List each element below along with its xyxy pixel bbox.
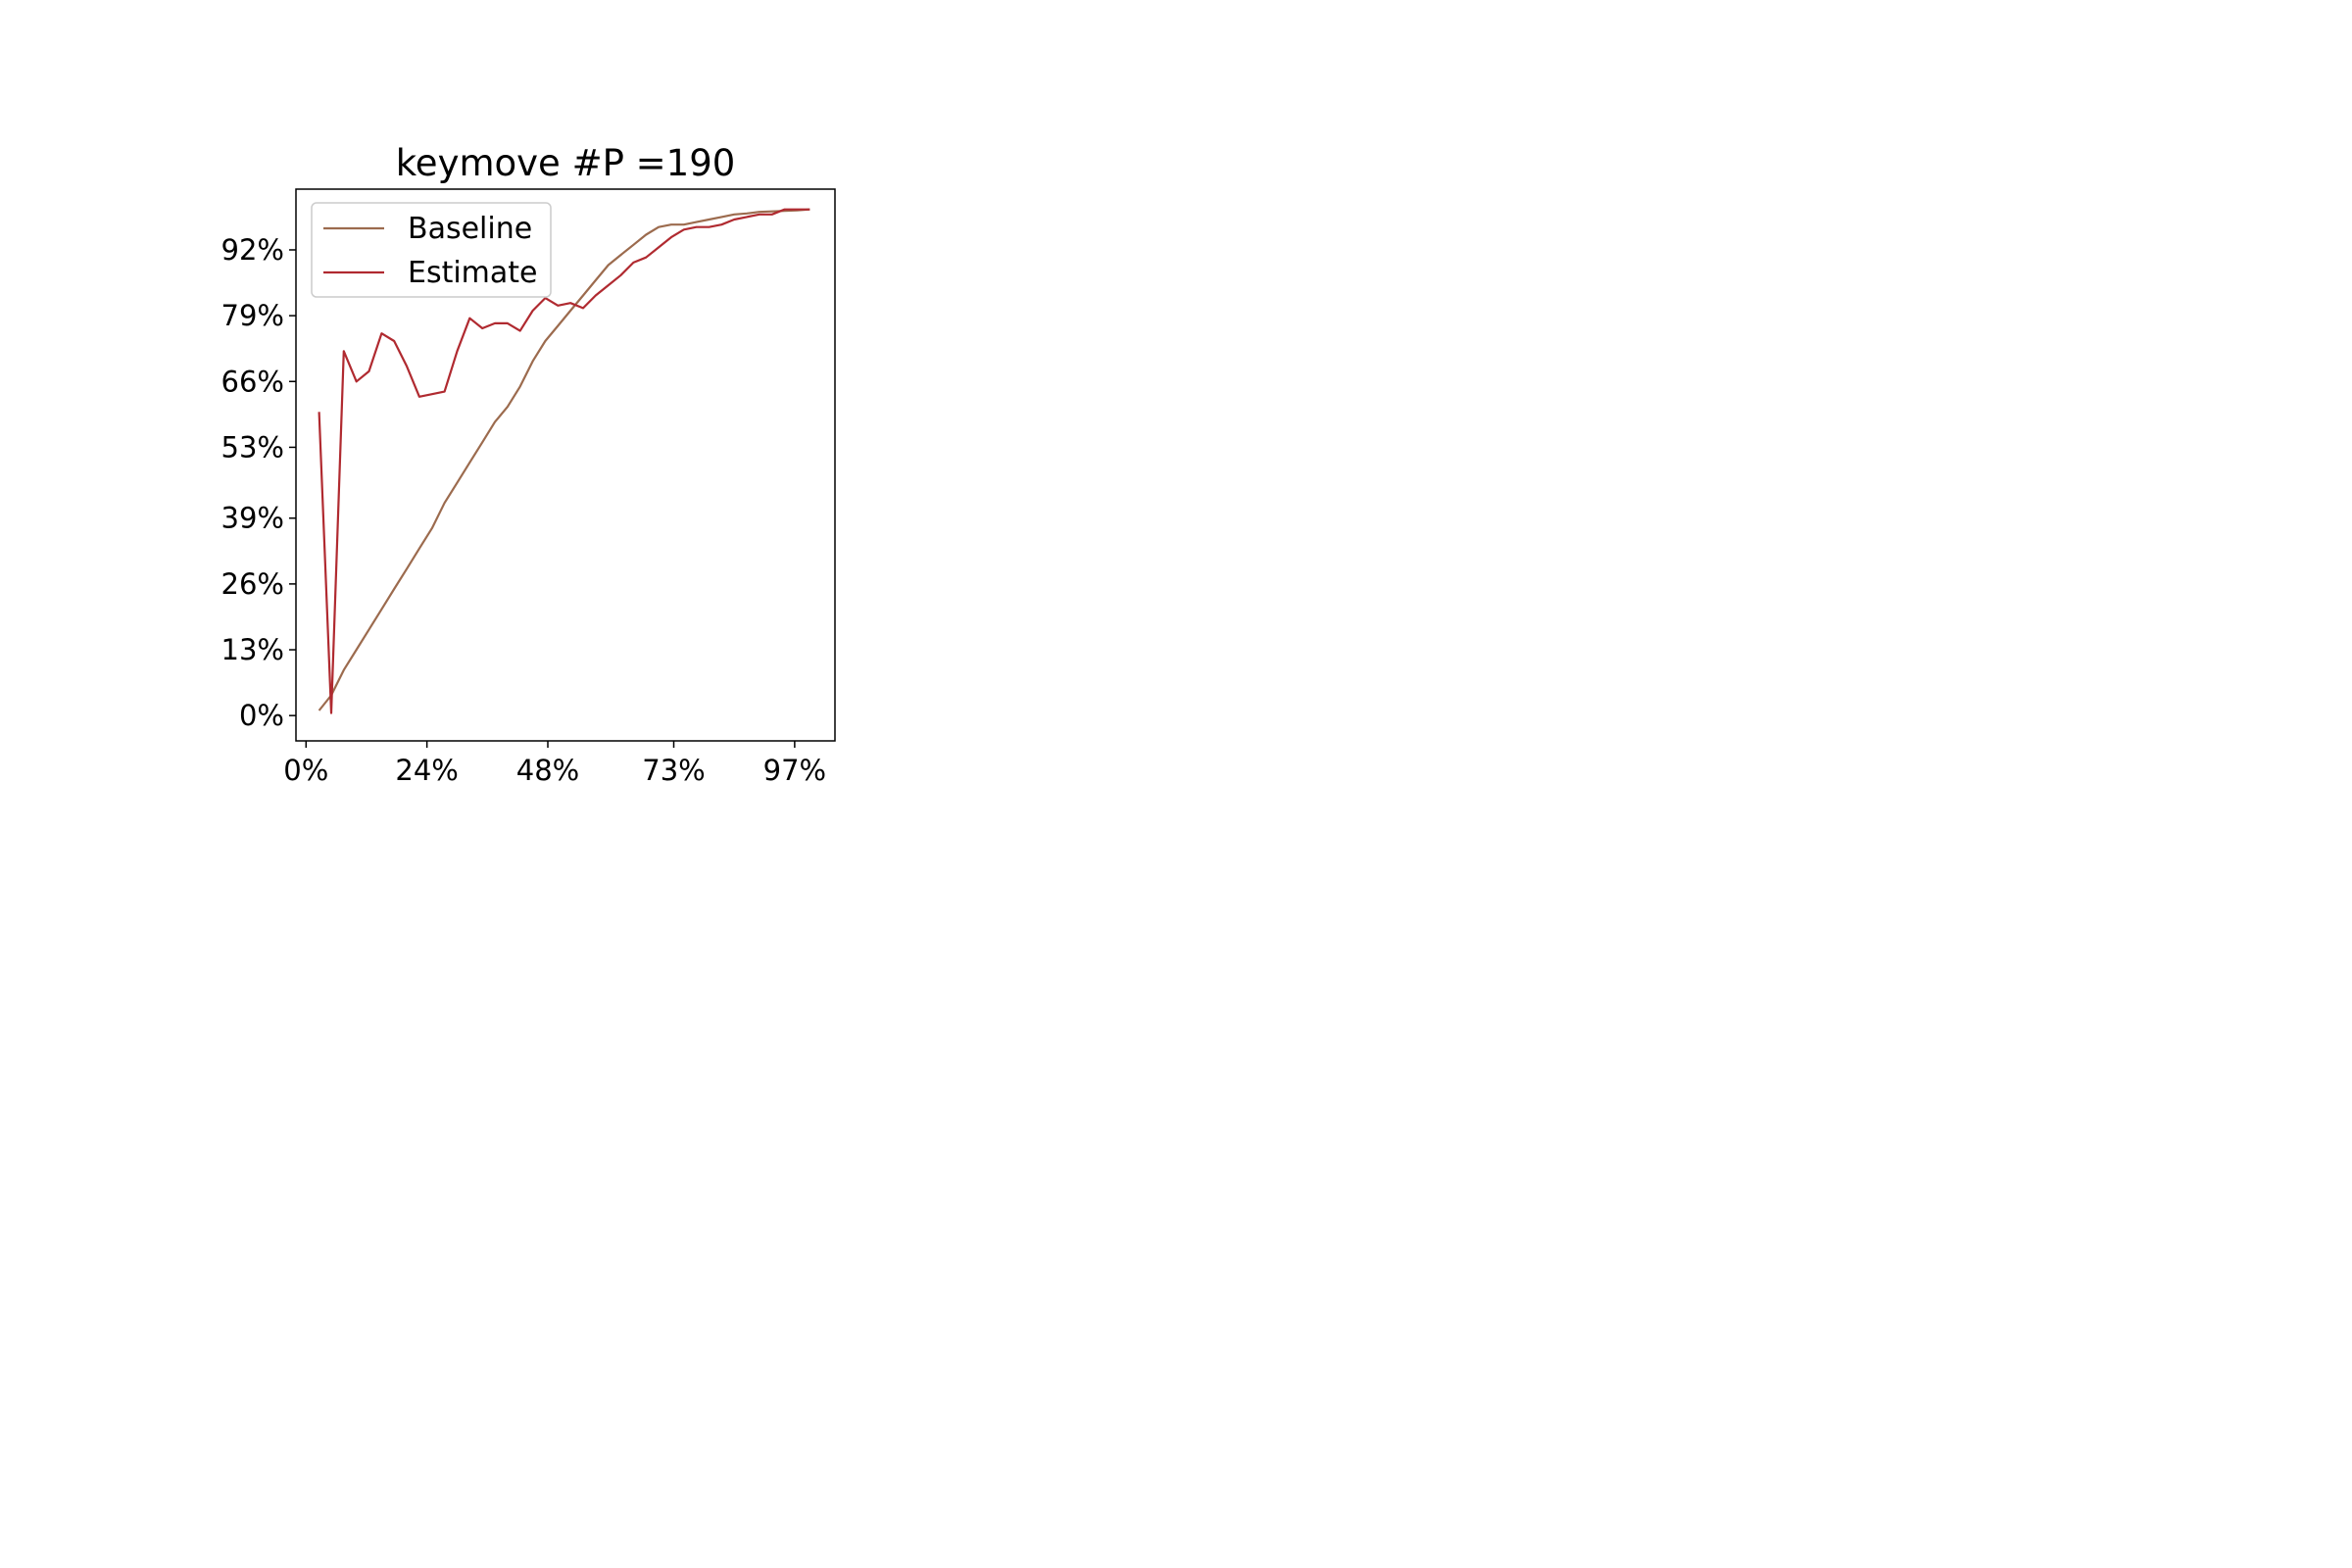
y-tick-label: 13% bbox=[221, 633, 284, 666]
y-axis: 0% 13% 26% 39% 53% 66% 79% 92% bbox=[221, 233, 296, 732]
x-tick-label: 48% bbox=[516, 754, 579, 787]
x-tick-label: 0% bbox=[283, 754, 328, 787]
x-tick-label: 24% bbox=[395, 754, 458, 787]
series-line-estimate bbox=[318, 208, 810, 714]
series-line-baseline bbox=[318, 208, 810, 711]
y-tick-label: 0% bbox=[239, 699, 284, 732]
x-axis: 0% 24% 48% 73% 97% bbox=[283, 741, 826, 787]
y-tick-label: 92% bbox=[221, 233, 284, 267]
y-tick-label: 79% bbox=[221, 299, 284, 332]
legend: Baseline Estimate bbox=[311, 202, 552, 298]
chart-title: keymove #P =190 bbox=[396, 142, 736, 184]
y-tick-label: 53% bbox=[221, 430, 284, 464]
x-tick-label: 73% bbox=[642, 754, 705, 787]
series-layer bbox=[318, 208, 810, 714]
plot-frame bbox=[295, 188, 836, 742]
legend-label: Estimate bbox=[408, 256, 538, 290]
x-tick-label: 97% bbox=[763, 754, 826, 787]
y-tick-label: 66% bbox=[221, 365, 284, 398]
y-tick-label: 26% bbox=[221, 567, 284, 601]
legend-label: Baseline bbox=[408, 212, 532, 246]
y-tick-label: 39% bbox=[221, 502, 284, 535]
